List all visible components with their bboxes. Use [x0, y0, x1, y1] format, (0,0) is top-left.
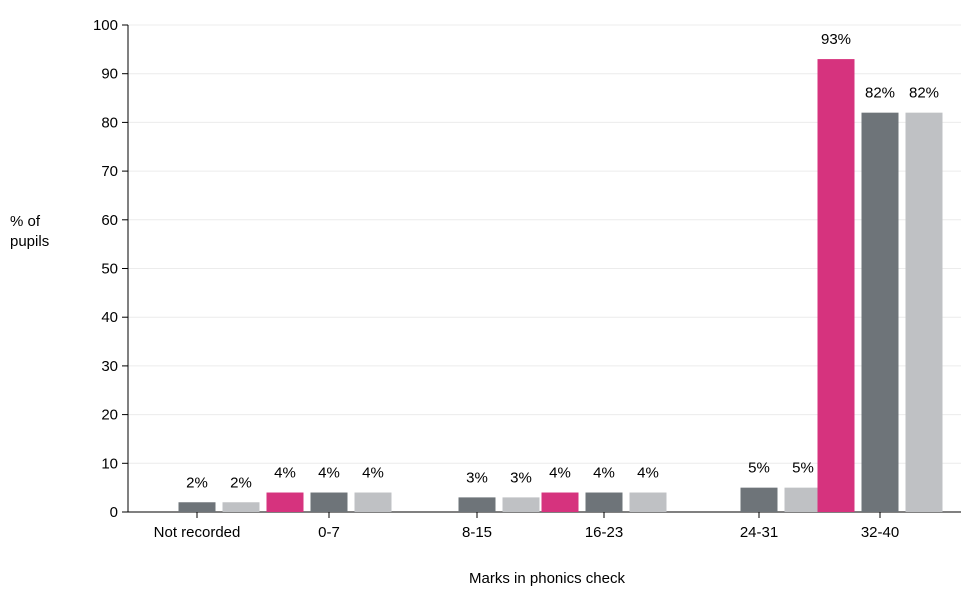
- data-label-3-2: 4%: [637, 465, 659, 482]
- data-label-5-2: 82%: [909, 85, 939, 102]
- bar-0-1: [178, 502, 216, 512]
- bars: [178, 59, 943, 513]
- bar-3-1: [585, 492, 623, 512]
- bar-2-1: [458, 497, 496, 512]
- data-labels: 2% 2% 4% 4% 4% 3% 3% 4% 4% 4% 5% 5% 93% 82% 82%: [186, 31, 939, 491]
- data-label-0-1: 2%: [186, 474, 208, 491]
- bar-1-0: [266, 492, 304, 512]
- y-axis-title-line-2: pupils: [10, 233, 49, 250]
- bar-1-1: [310, 492, 348, 512]
- data-label-4-2: 5%: [792, 460, 814, 477]
- x-tick-label-1: 0-7: [318, 524, 340, 541]
- data-label-1-0: 4%: [274, 465, 296, 482]
- bar-3-0: [541, 492, 579, 512]
- data-label-0-2: 2%: [230, 474, 252, 491]
- x-tick-label-2: 8-15: [462, 524, 492, 541]
- data-label-5-0: 93%: [821, 31, 851, 48]
- data-label-3-1: 4%: [593, 465, 615, 482]
- bar-4-1: [740, 487, 778, 512]
- bar-2-2: [502, 497, 540, 512]
- data-label-1-2: 4%: [362, 465, 384, 482]
- data-label-2-2: 3%: [510, 469, 532, 486]
- x-tick-label-5: 32-40: [861, 524, 899, 541]
- data-label-4-1: 5%: [748, 460, 770, 477]
- data-label-5-1: 82%: [865, 85, 895, 102]
- bar-5-2: [905, 112, 943, 512]
- bar-5-1: [861, 112, 899, 512]
- y-tick-label-60: 60: [101, 212, 118, 229]
- bar-5-0: [817, 59, 855, 513]
- data-label-3-0: 4%: [549, 465, 571, 482]
- y-tick-label-10: 10: [101, 455, 118, 472]
- data-label-2-1: 3%: [466, 469, 488, 486]
- bar-4-2: [784, 487, 822, 512]
- y-tick-label-50: 50: [101, 261, 118, 278]
- bar-1-2: [354, 492, 392, 512]
- y-tick-label-20: 20: [101, 407, 118, 424]
- data-label-1-1: 4%: [318, 465, 340, 482]
- bar-3-2: [629, 492, 667, 512]
- y-tick-label-30: 30: [101, 358, 118, 375]
- y-tick-label-0: 0: [110, 504, 118, 521]
- x-tick-label-3: 16-23: [585, 524, 623, 541]
- y-tick-label-100: 100: [93, 17, 118, 34]
- y-axis-title-line-1: % of: [10, 213, 41, 230]
- gridlines: [128, 24, 961, 464]
- x-tick-label-0: Not recorded: [154, 524, 241, 541]
- x-axis-title: Marks in phonics check: [469, 570, 625, 587]
- y-tick-label-90: 90: [101, 66, 118, 83]
- y-tick-label-80: 80: [101, 114, 118, 131]
- x-tick-label-4: 24-31: [740, 524, 778, 541]
- y-tick-label-70: 70: [101, 163, 118, 180]
- y-tick-label-40: 40: [101, 309, 118, 326]
- bar-0-2: [222, 502, 260, 512]
- axes: 0 10 20 30 40 50 60 70 80 90 100 Not recorded 0-7 8-1…: [93, 17, 961, 541]
